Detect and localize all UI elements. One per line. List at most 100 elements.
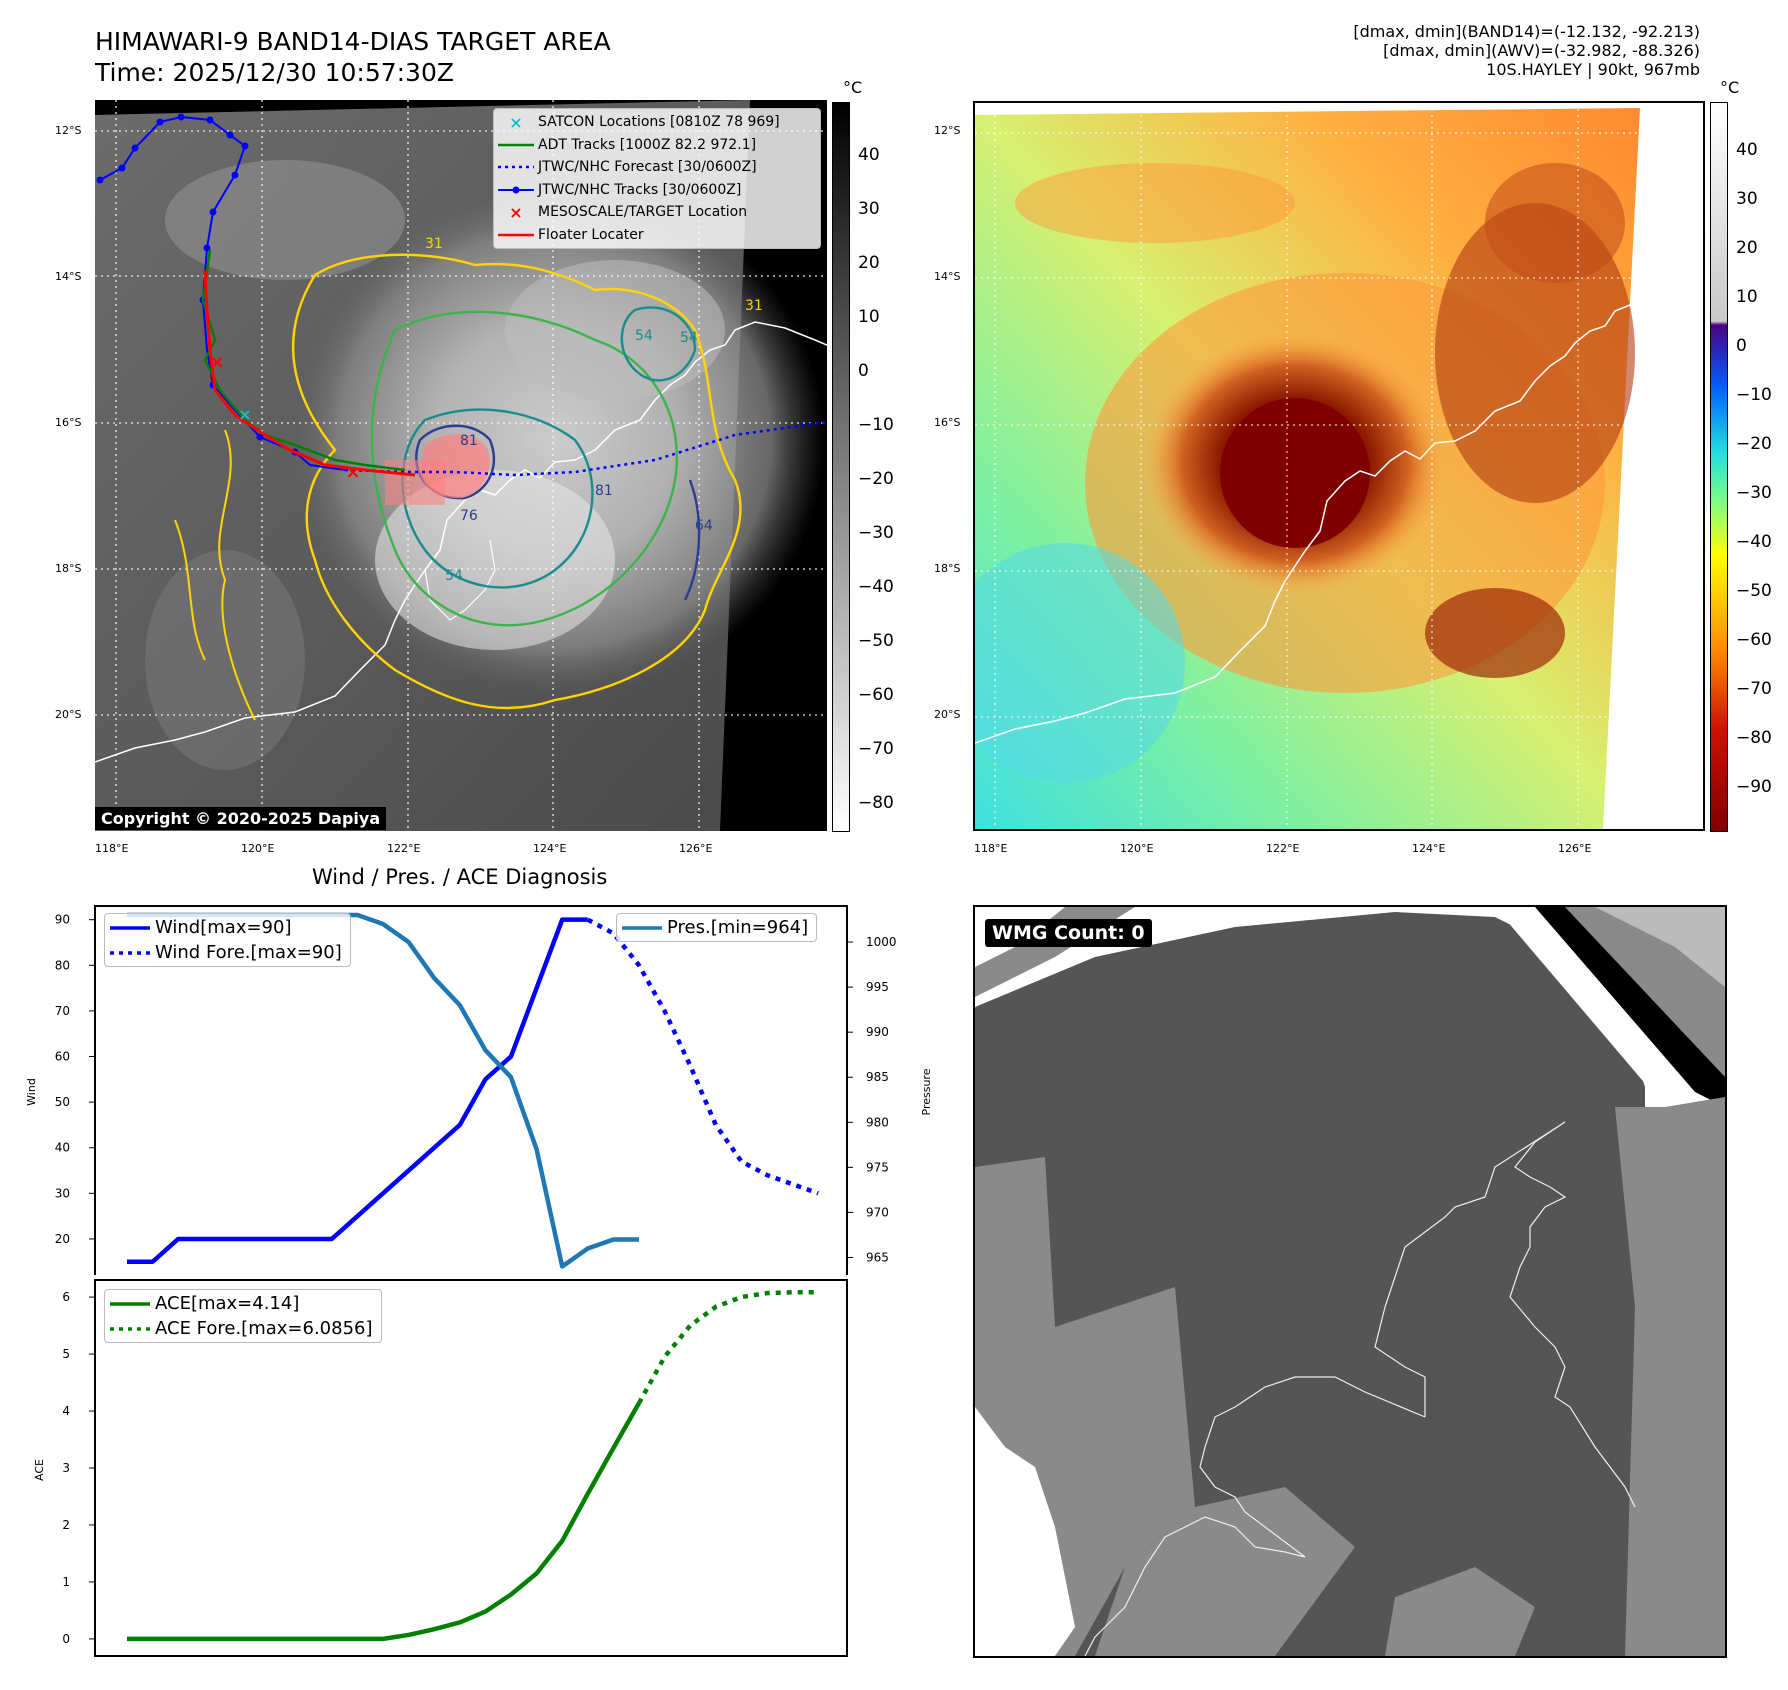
- cb-tick: −80: [858, 793, 894, 813]
- cb-tick: −40: [858, 577, 894, 597]
- cb-tick: 40: [1736, 140, 1758, 160]
- right-colorbar: [1710, 102, 1728, 832]
- wind-forecast-line: [586, 917, 819, 1196]
- ace-tick-label: 2: [62, 1518, 70, 1532]
- cb-tick: −60: [1736, 630, 1772, 650]
- wind-tick-label: 60: [55, 1050, 70, 1064]
- contour-label: 54: [680, 330, 698, 346]
- wind-pressure-chart: 20 30 40 50 60 70 80 90 965 970 975 980 985 990 995 10…: [25, 905, 930, 1275]
- pressure-tick-label: 990: [866, 1025, 889, 1039]
- ace-line: [127, 1401, 641, 1642]
- cb-tick: −40: [1736, 532, 1772, 552]
- svg-text:×: ×: [209, 352, 224, 373]
- wind-tick-label: 50: [55, 1095, 70, 1109]
- lon-tick: 120°E: [241, 842, 275, 855]
- contour-label: 76: [460, 508, 478, 524]
- lon-tick: 124°E: [1412, 842, 1446, 855]
- legend-line: [105, 925, 155, 931]
- wind-tick-label: 90: [55, 913, 70, 927]
- legend-pressure: Pres.[min=964]: [617, 915, 816, 940]
- contour-label: 54: [635, 328, 653, 344]
- legend-line: [105, 1301, 155, 1307]
- cb-tick: 10: [1736, 287, 1758, 307]
- pressure-tick-label: 965: [866, 1250, 889, 1264]
- legend-wind: Wind[max=90]: [105, 915, 350, 940]
- pressure-tick-label: 975: [866, 1160, 889, 1174]
- contour-label: 31: [745, 298, 763, 314]
- cb-tick: 0: [858, 361, 869, 381]
- lon-tick: 124°E: [533, 842, 567, 855]
- legend-line: [494, 142, 538, 148]
- contour-label: 54: [445, 568, 463, 584]
- svg-text:×: ×: [238, 405, 251, 424]
- wind-tick-label: 40: [55, 1141, 70, 1155]
- contour-label: 64: [695, 518, 713, 534]
- cb-tick: −90: [1736, 777, 1772, 797]
- pressure-legend: Pres.[min=964]: [616, 913, 818, 942]
- cb-tick: −30: [858, 523, 894, 543]
- main-title: HIMAWARI-9 BAND14-DIAS TARGET AREA Time:…: [95, 27, 611, 87]
- wind-tick-label: 30: [55, 1186, 70, 1200]
- ace-chart: 0 1 2 3 4 5 6 ACE: [33, 1279, 848, 1657]
- lat-tick: 12°S: [55, 124, 82, 137]
- legend-adt: ADT Tracks [1000Z 82.2 972.1]: [494, 134, 820, 157]
- cb-tick: −60: [858, 685, 894, 705]
- pressure-tick-label: 980: [866, 1115, 889, 1129]
- pressure-tick-label: 985: [866, 1070, 889, 1084]
- cb-tick: 40: [858, 145, 880, 165]
- ace-tick-label: 5: [62, 1347, 70, 1361]
- ace-axis-label: ACE: [33, 1459, 46, 1481]
- pressure-tick-label: 970: [866, 1205, 889, 1219]
- cb-tick: −30: [1736, 483, 1772, 503]
- cb-tick: −20: [858, 469, 894, 489]
- wind-legend: Wind[max=90] Wind Fore.[max=90]: [104, 913, 351, 967]
- cb-tick: −70: [858, 739, 894, 759]
- ace-tick-label: 3: [62, 1461, 70, 1475]
- lat-tick: 20°S: [934, 708, 961, 721]
- cb-tick: −50: [858, 631, 894, 651]
- contour-label: 81: [460, 433, 478, 449]
- stats-title: [dmax, dmin](BAND14)=(-12.132, -92.213) …: [1353, 22, 1700, 79]
- cb-tick: −10: [858, 415, 894, 435]
- legend-satcon: × SATCON Locations [0810Z 78 969]: [494, 111, 820, 134]
- lon-tick: 118°E: [95, 842, 129, 855]
- wmg-count-label: WMG Count: 0: [985, 919, 1152, 947]
- wind-axes-frame: [94, 905, 848, 1275]
- wind-tick-label: 70: [55, 1004, 70, 1018]
- awv-map: [975, 103, 1703, 829]
- lon-tick: 126°E: [1558, 842, 1592, 855]
- wind-tick-label: 20: [55, 1232, 70, 1246]
- legend-line: [494, 186, 538, 194]
- ace-legend: ACE[max=4.14] ACE Fore.[max=6.0856]: [104, 1289, 382, 1343]
- legend-line: [617, 925, 667, 931]
- ace-forecast-line: [637, 1289, 819, 1405]
- legend-jtwc-forecast: JTWC/NHC Forecast [30/0600Z]: [494, 156, 820, 179]
- cb-tick: 10: [858, 307, 880, 327]
- pressure-line: [127, 912, 639, 1269]
- lat-tick: 16°S: [55, 416, 82, 429]
- lon-tick: 118°E: [974, 842, 1008, 855]
- left-colorbar: [832, 102, 850, 832]
- legend-ace: ACE[max=4.14]: [105, 1291, 381, 1316]
- lat-tick: 20°S: [55, 708, 82, 721]
- wind-y-ticks: 20 30 40 50 60 70 80 90: [55, 913, 95, 1246]
- wind-axis-label: Wind: [25, 1078, 38, 1106]
- legend-line: [494, 164, 538, 170]
- cb-tick: 20: [1736, 238, 1758, 258]
- svg-text:×: ×: [345, 462, 360, 483]
- legend-line: [494, 232, 538, 238]
- legend-jtwc-tracks: JTWC/NHC Tracks [30/0600Z]: [494, 179, 820, 202]
- lat-tick: 14°S: [934, 270, 961, 283]
- lat-tick: 16°S: [934, 416, 961, 429]
- wind-tick-label: 80: [55, 958, 70, 972]
- wmg-panel: WMG Count: 0: [973, 905, 1727, 1658]
- contour-label: 31: [425, 236, 443, 252]
- cb-tick: 30: [1736, 189, 1758, 209]
- lon-tick: 122°E: [387, 842, 421, 855]
- legend-marker: ×: [509, 202, 523, 222]
- cb-tick: 20: [858, 253, 880, 273]
- ace-tick-label: 4: [62, 1404, 70, 1418]
- cb-tick: −80: [1736, 728, 1772, 748]
- pressure-y-ticks: 965 970 975 980 985 990 995 1000: [847, 935, 897, 1264]
- legend-floater: Floater Locater: [494, 224, 820, 247]
